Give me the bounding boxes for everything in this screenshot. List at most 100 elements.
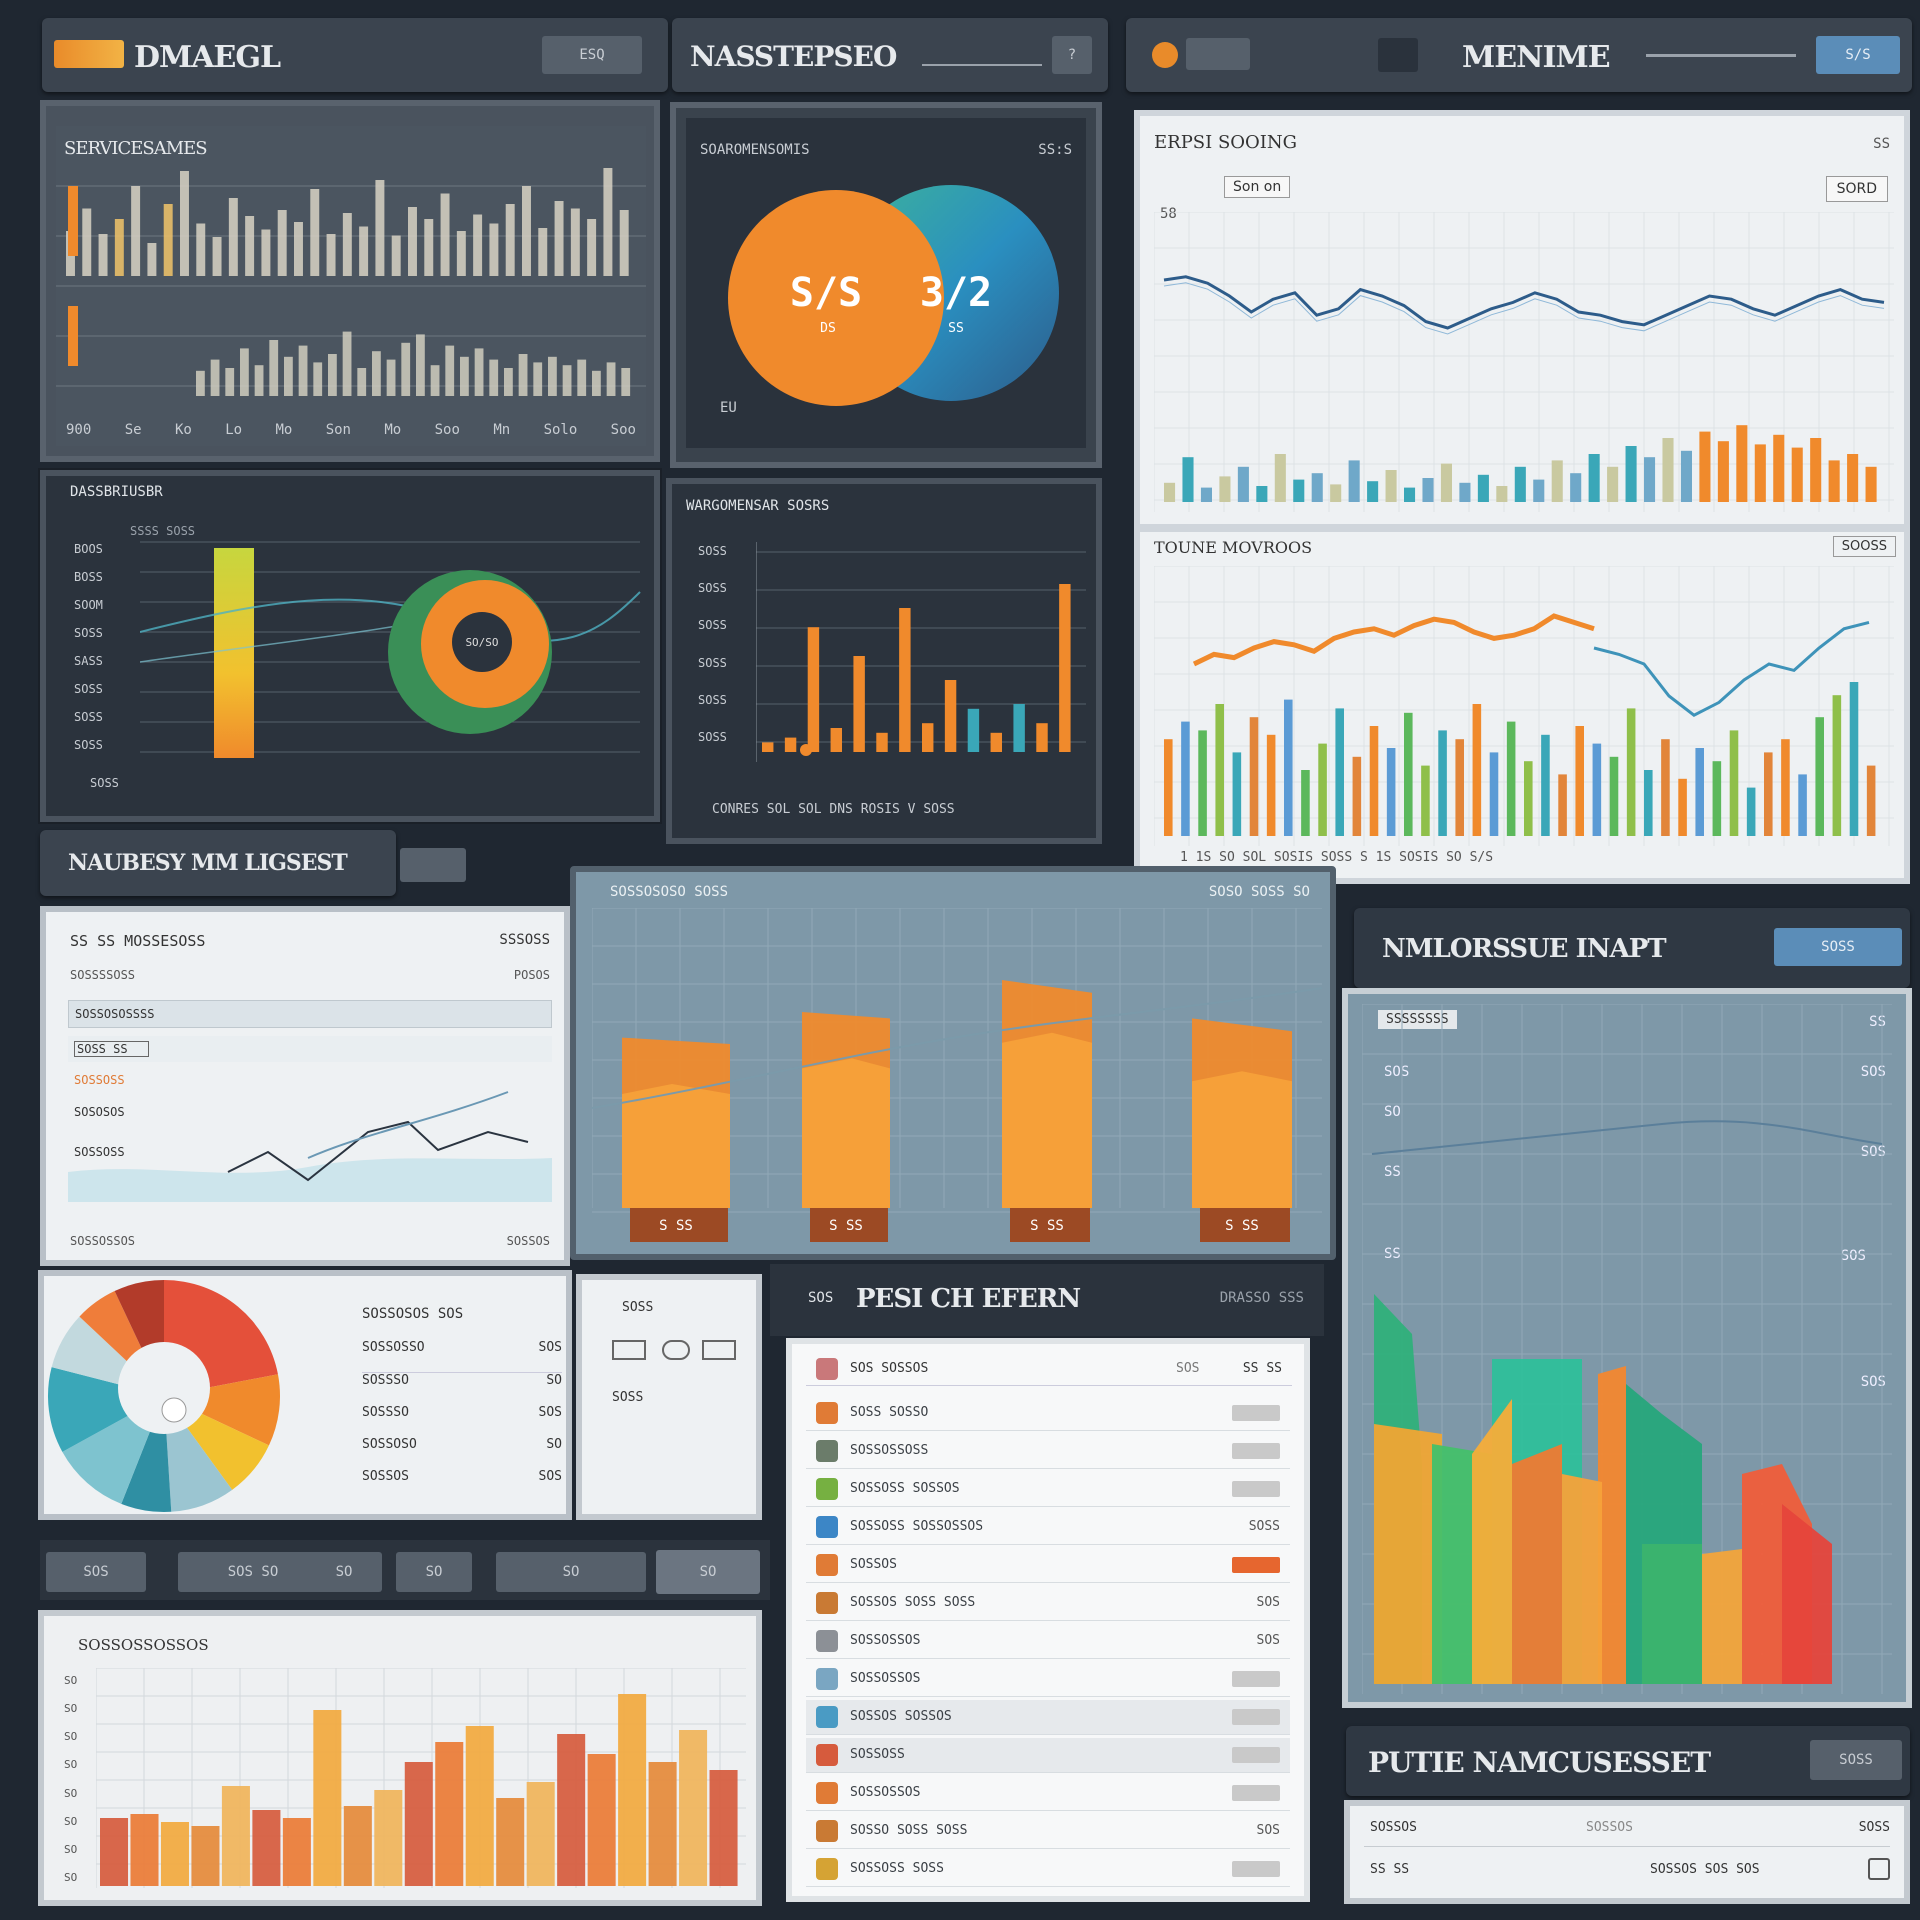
panel-m-header: PUTIE NAMCUSESSET SOSS [1346,1726,1910,1796]
y-tick: SO [64,1814,78,1828]
tick-label: Ko [174,422,192,438]
panel-pricing-chip-left[interactable]: Son on [1224,176,1291,198]
movements-row[interactable]: SOSOSOS [68,1100,552,1126]
account-row[interactable]: SOSSOSSOS [806,1662,1290,1697]
y-tick: BOSS [74,570,103,584]
panel-pricing-chip-right[interactable]: SORD [1825,176,1888,202]
series-line [592,987,1322,1109]
account-row-chip [1232,1481,1280,1497]
legend-grid-icon[interactable] [702,1340,736,1360]
y-tick: BOOS [74,542,103,556]
account-row[interactable]: SOSSOSSOSS [806,1434,1290,1469]
account-row[interactable]: SOSS SOSSO [806,1396,1290,1431]
account-row-value: SOS [1256,1823,1280,1838]
bar [1013,704,1025,752]
bar [1695,748,1704,836]
panel-k-right: DRASSO SSS [1219,1290,1304,1306]
bar [526,1782,555,1886]
movements-row[interactable]: SOSSOSOSSSS [68,1000,552,1028]
bar [1284,699,1293,836]
toolbar-button[interactable]: SOS SO [178,1552,328,1592]
account-row[interactable]: SOSSO SOSS SOSS SOS [806,1814,1290,1849]
legend-grid-icon[interactable] [662,1340,690,1360]
revenue-chart: S SS S SS S SS S SS [592,908,1322,1242]
bar [1588,454,1600,502]
account-row[interactable]: SOSSOSS SOSSOSSOS SOSS [806,1510,1290,1545]
movements-row[interactable]: SOSS SS [68,1036,552,1062]
panel-inventory-tick-b: SO [1384,1104,1401,1120]
bar [343,1806,372,1886]
panel-trends-corner[interactable]: SOOSS [1832,536,1896,557]
bar [1198,730,1207,836]
accounts-header-left: SOS SOSSOS [850,1361,929,1376]
account-row[interactable]: SOSSOSSOS [806,1776,1290,1811]
top-right-toggle[interactable] [1186,38,1250,70]
segments-table: SOSSOSSO SOS SOSSSO SO SOSSSO SOS SOSSOS… [362,1340,562,1501]
toolbar-button[interactable]: SO [656,1550,760,1594]
movements-row[interactable]: SOSSOSS [68,1140,552,1166]
account-row[interactable]: SOSSOSSOS SOS [806,1624,1290,1659]
top-bar-right: MENIME S/S [1126,18,1912,92]
account-row[interactable]: SOSSOS [806,1548,1290,1583]
top-middle-help-button[interactable]: ? [1052,36,1092,74]
toolbar-button[interactable]: SOS [46,1552,146,1592]
panel-i-button[interactable]: SOSS [1774,928,1902,966]
account-row[interactable]: SOSSOSS SOSS [806,1852,1290,1887]
bar [554,201,564,276]
legend-grid-icon[interactable] [612,1340,646,1360]
bar [1192,1071,1292,1208]
y-tick: SOSS [74,626,103,640]
movements-foot-right: SOSSOS [506,1234,550,1248]
bar [1712,761,1722,836]
account-row-label: SOSSOSSOS [850,1671,921,1686]
bar [1477,474,1489,502]
top-middle-field[interactable] [922,42,1042,66]
summary-divider [1364,1846,1890,1847]
top-right-button[interactable]: S/S [1816,36,1900,74]
y-tick: SOSS [698,692,727,707]
bar [474,348,484,396]
bar [430,365,440,396]
tick-label: Se [124,422,142,438]
account-row[interactable]: SOSSOS SOSSOS [806,1700,1290,1735]
account-row[interactable]: SOSSOS SOSS SOSS SOS [806,1586,1290,1621]
bar [562,365,572,396]
toolbar-button[interactable]: SO [496,1552,646,1592]
toolbar-button[interactable]: SO [396,1552,472,1592]
top-left-button[interactable]: ESQ [542,36,642,74]
panel-services-inner: SERVICESAMES 900 Se Ko Lo Mo Son Mo Soo … [56,126,646,446]
toolbar-button[interactable]: SO [306,1552,382,1592]
expand-icon[interactable] [1868,1858,1890,1880]
movements-row[interactable]: SOSSOSS [68,1068,552,1094]
bar [1164,482,1176,502]
bar [504,368,513,396]
account-row[interactable]: SOSSOSS [806,1738,1290,1773]
bar [1524,761,1533,836]
bar [277,210,287,276]
menu-icon[interactable] [1378,38,1418,72]
bar [899,608,911,752]
segments-row-label: SOSSOS [362,1469,409,1484]
account-row[interactable]: SOSSOSS SOSSOS [806,1472,1290,1507]
data-label: S/S [790,270,862,316]
movements-row-label: SOSSOSS [74,1145,125,1159]
bar [465,1726,494,1886]
panel-circles: SOAROMENSOMIS SS:S S/S DS 3/2 SS EU [670,102,1102,468]
account-row-chip [1232,1443,1280,1459]
bar [1181,721,1190,836]
panel-inventory-right-a: SOS [1860,1144,1886,1160]
bar [518,354,528,396]
bar [160,1822,189,1886]
bar [1773,434,1785,502]
bar [1036,723,1048,752]
panel-m-header-button[interactable]: SOSS [1810,1740,1902,1780]
series-line [1192,613,1595,667]
account-row-value: SOSS [1248,1519,1280,1534]
panel-g-header-button[interactable] [400,848,466,882]
segments-row-value: SOS [538,1340,562,1355]
bar [1182,457,1194,502]
account-row-label: SOSSOSS SOSS [850,1861,944,1876]
bar [435,1742,464,1886]
bar [131,186,141,276]
bar [1318,743,1327,836]
